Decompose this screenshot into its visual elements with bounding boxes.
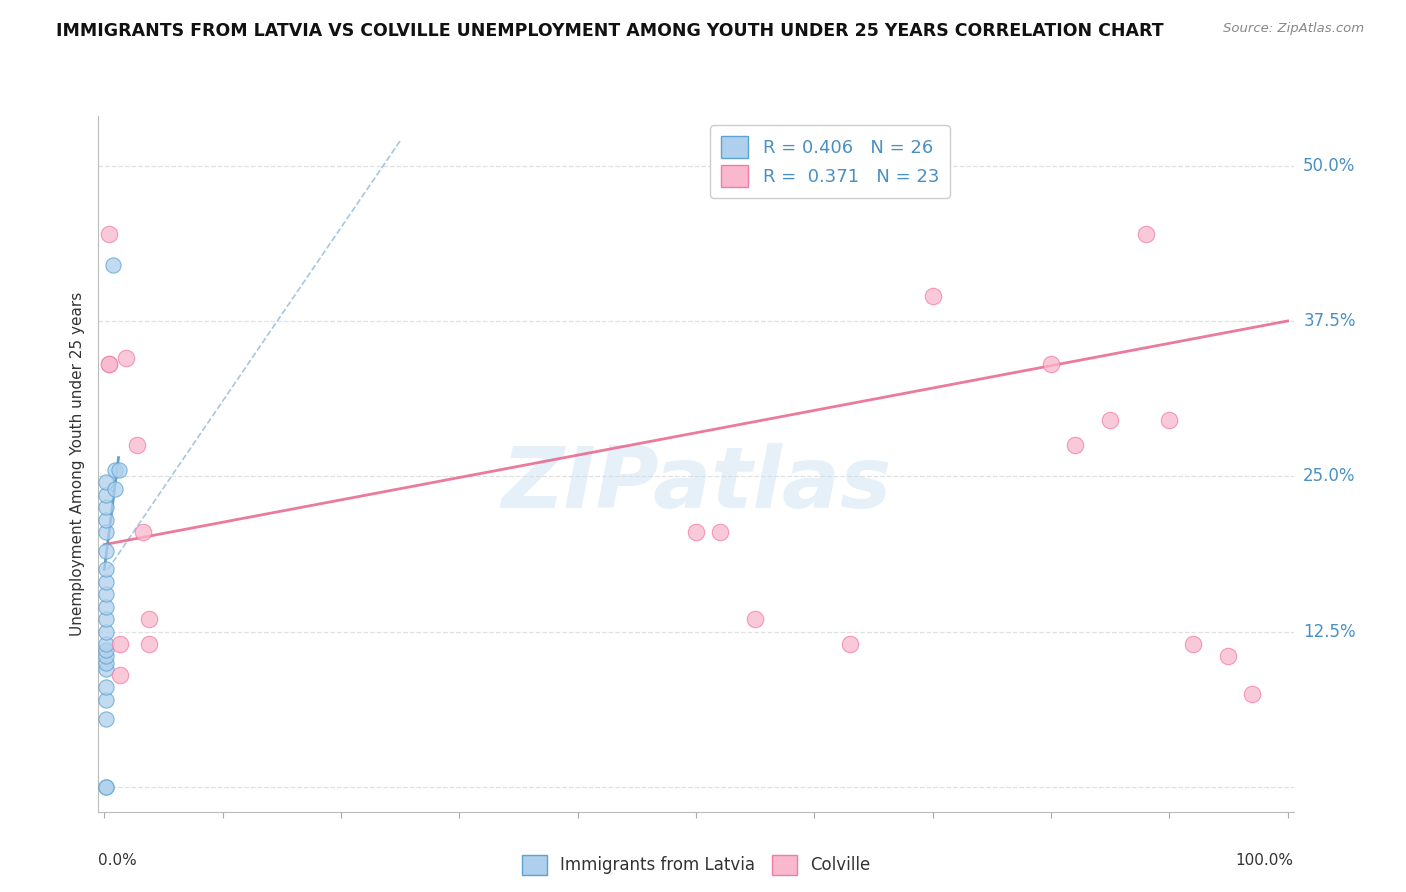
Point [94,637,117,651]
Point [94,599,117,614]
Text: 50.0%: 50.0% [1303,157,1355,175]
Text: 25.0%: 25.0% [1303,467,1355,485]
Point [107,463,129,477]
Point [138,612,160,626]
Point [685,525,707,540]
Point [744,612,766,626]
Point [1159,413,1181,427]
Point [104,482,127,496]
Point [94,587,117,601]
Point [94,612,117,626]
Point [127,438,149,452]
Y-axis label: Unemployment Among Youth under 25 years: Unemployment Among Youth under 25 years [70,292,86,636]
Point [94,693,117,707]
Text: 12.5%: 12.5% [1303,623,1355,640]
Legend: Immigrants from Latvia, Colville: Immigrants from Latvia, Colville [513,847,879,883]
Point [104,463,127,477]
Point [94,624,117,639]
Point [94,662,117,676]
Point [108,668,131,682]
Point [94,513,117,527]
Point [709,525,731,540]
Text: 0.0%: 0.0% [98,854,138,869]
Point [98,358,121,372]
Point [94,562,117,576]
Point [1039,358,1062,372]
Point [1181,637,1204,651]
Text: IMMIGRANTS FROM LATVIA VS COLVILLE UNEMPLOYMENT AMONG YOUTH UNDER 25 YEARS CORRE: IMMIGRANTS FROM LATVIA VS COLVILLE UNEMP… [56,22,1164,40]
Point [94,780,117,794]
Text: 100.0%: 100.0% [1236,854,1294,869]
Text: 37.5%: 37.5% [1303,312,1355,330]
Point [1241,687,1264,701]
Point [114,351,136,366]
Point [98,227,121,241]
Point [108,637,131,651]
Point [94,500,117,515]
Point [94,543,117,558]
Point [1218,649,1240,664]
Point [132,525,155,540]
Text: Source: ZipAtlas.com: Source: ZipAtlas.com [1223,22,1364,36]
Point [101,258,124,272]
Point [838,637,860,651]
Point [94,712,117,726]
Point [1135,227,1157,241]
Point [94,780,117,794]
Point [921,289,943,303]
Point [94,488,117,502]
Point [94,681,117,695]
Point [98,358,121,372]
Point [94,656,117,670]
Point [94,574,117,589]
Point [94,643,117,657]
Text: ZIPatlas: ZIPatlas [501,443,891,526]
Point [138,637,160,651]
Point [94,475,117,490]
Point [1099,413,1122,427]
Point [94,649,117,664]
Point [94,525,117,540]
Point [1063,438,1085,452]
